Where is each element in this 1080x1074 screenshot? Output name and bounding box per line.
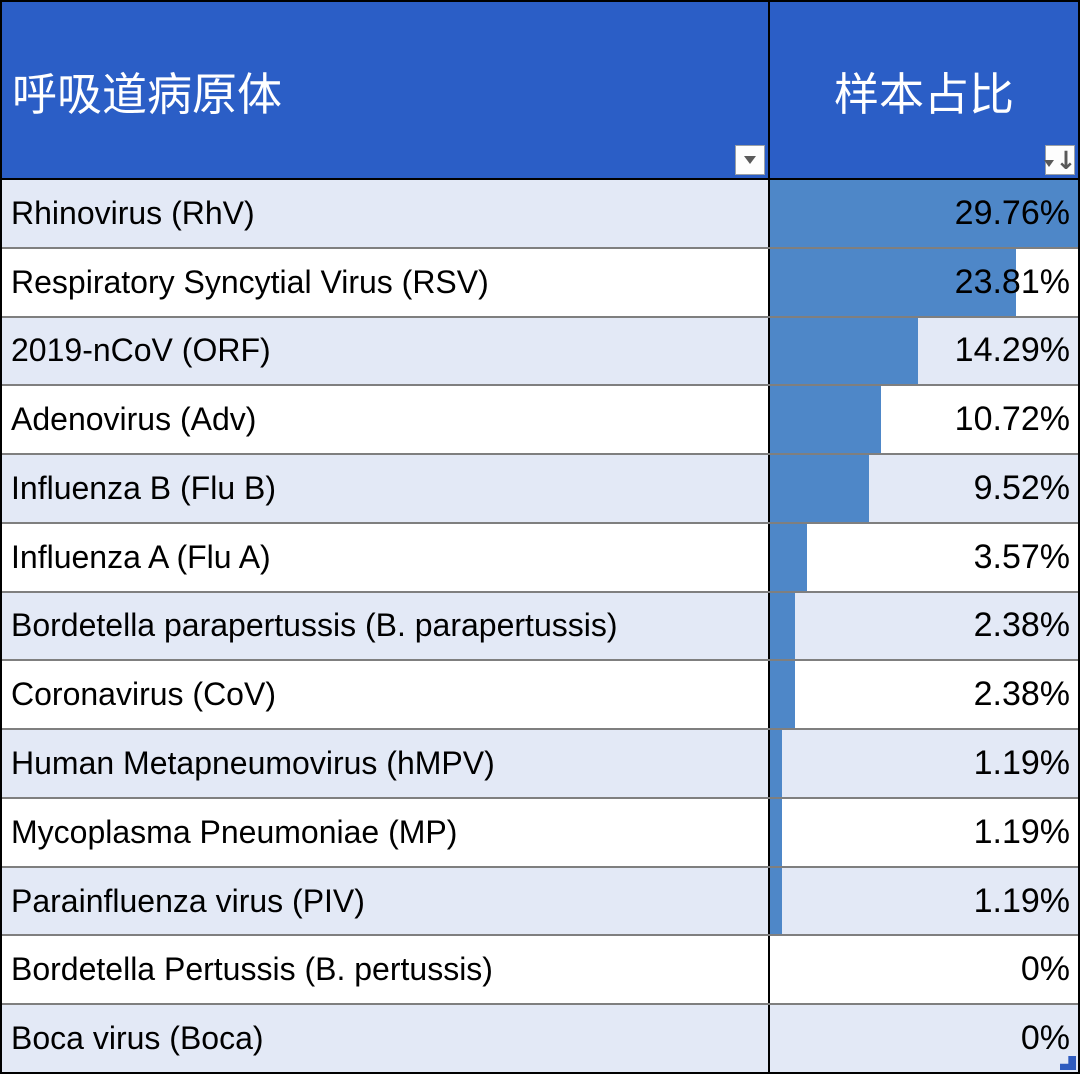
pathogen-label: Influenza B (Flu B) [11, 469, 276, 506]
share-cell[interactable]: 2.38% [768, 592, 1078, 660]
pathogen-cell[interactable]: Influenza A (Flu A) [2, 523, 768, 591]
share-databar [770, 455, 869, 522]
sort-descending-icon: ↓ [1055, 145, 1077, 175]
pathogen-cell[interactable]: Rhinovirus (RhV) [2, 180, 768, 247]
table-row: Parainfluenza virus (PIV) 1.19% [2, 865, 1078, 935]
share-cell[interactable]: 0% [768, 936, 1078, 1004]
share-value: 3.57% [973, 537, 1070, 576]
share-value: 1.19% [973, 881, 1070, 920]
share-databar [770, 523, 807, 591]
share-databar [770, 386, 881, 454]
share-cell[interactable]: 3.57% [768, 523, 1078, 591]
table-row: Mycoplasma Pneumoniae (MP) 1.19% [2, 796, 1078, 866]
table-row: Boca virus (Boca) 0% [2, 1003, 1078, 1072]
table-row: Bordetella Pertussis (B. pertussis) 0% [2, 934, 1078, 1004]
table-row: Influenza B (Flu B) 9.52% [2, 453, 1078, 522]
table-row: Rhinovirus (RhV) 29.76% [2, 180, 1078, 247]
pathogen-label: Human Metapneumovirus (hMPV) [11, 745, 495, 781]
share-databar [770, 248, 1017, 316]
pathogen-cell[interactable]: Human Metapneumovirus (hMPV) [2, 730, 768, 797]
pathogen-cell[interactable]: Respiratory Syncytial Virus (RSV) [2, 248, 768, 316]
share-databar [770, 798, 783, 866]
share-cell[interactable]: 1.19% [768, 730, 1078, 797]
share-value: 14.29% [954, 331, 1070, 370]
share-cell[interactable]: 1.19% [768, 867, 1078, 935]
table-row: Coronavirus (CoV) 2.38% [2, 659, 1078, 729]
share-value: 10.72% [954, 400, 1070, 439]
table-row: Adenovirus (Adv) 10.72% [2, 384, 1078, 454]
pathogen-label: Coronavirus (CoV) [11, 676, 276, 713]
share-value: 2.38% [973, 606, 1070, 645]
share-databar [770, 317, 918, 385]
share-databar [770, 180, 1078, 247]
pathogen-label: Bordetella Pertussis (B. pertussis) [11, 951, 493, 988]
pathogen-cell[interactable]: 2019-nCoV (ORF) [2, 317, 768, 385]
share-databar [770, 592, 795, 660]
share-value: 1.19% [973, 744, 1070, 782]
share-value: 2.38% [973, 675, 1070, 714]
pathogen-cell[interactable]: Boca virus (Boca) [2, 1005, 768, 1072]
pathogen-label: Bordetella parapertussis (B. parapertuss… [11, 607, 618, 644]
share-value: 0% [1020, 1019, 1070, 1058]
pathogen-cell[interactable]: Parainfluenza virus (PIV) [2, 867, 768, 935]
table-row: Human Metapneumovirus (hMPV) 1.19% [2, 728, 1078, 797]
pathogen-label: Influenza A (Flu A) [11, 538, 271, 575]
table-body: Rhinovirus (RhV) 29.76% Respiratory Sync… [2, 180, 1078, 1072]
share-cell[interactable]: 2.38% [768, 661, 1078, 729]
share-cell[interactable]: 29.76% [768, 180, 1078, 247]
table-row: Bordetella parapertussis (B. parapertuss… [2, 590, 1078, 660]
share-cell[interactable]: 10.72% [768, 386, 1078, 454]
table-row: Influenza A (Flu A) 3.57% [2, 521, 1078, 591]
share-databar [770, 730, 783, 797]
chevron-down-icon [1043, 160, 1054, 167]
pathogen-label: Parainfluenza virus (PIV) [11, 882, 365, 919]
header-cell-pathogen[interactable]: 呼吸道病原体 [2, 2, 768, 178]
pathogen-column-title: 呼吸道病原体 [12, 67, 283, 121]
table-header-row: 呼吸道病原体 样本占比 ↓ [2, 2, 1078, 180]
share-cell[interactable]: 9.52% [768, 455, 1078, 522]
pathogen-label: 2019-nCoV (ORF) [11, 332, 271, 369]
share-cell[interactable]: 1.19% [768, 798, 1078, 866]
share-value: 1.19% [973, 812, 1070, 851]
pathogen-label: Rhinovirus (RhV) [11, 194, 255, 231]
pathogen-cell[interactable]: Coronavirus (CoV) [2, 661, 768, 729]
chevron-down-icon [744, 156, 756, 164]
share-databar [770, 867, 783, 935]
share-cell[interactable]: 23.81% [768, 248, 1078, 316]
header-cell-share[interactable]: 样本占比 ↓ [768, 2, 1078, 178]
share-value: 23.81% [954, 262, 1070, 301]
share-cell[interactable]: 14.29% [768, 317, 1078, 385]
pathogen-label: Boca virus (Boca) [11, 1020, 264, 1057]
table-row: Respiratory Syncytial Virus (RSV) 23.81% [2, 246, 1078, 316]
share-filter-button[interactable]: ↓ [1043, 145, 1077, 175]
pathogen-cell[interactable]: Influenza B (Flu B) [2, 455, 768, 522]
share-value: 0% [1020, 950, 1070, 989]
share-value: 29.76% [954, 193, 1070, 232]
pathogen-label: Mycoplasma Pneumoniae (MP) [11, 813, 458, 850]
pathogen-cell[interactable]: Mycoplasma Pneumoniae (MP) [2, 798, 768, 866]
share-cell[interactable]: 0% [768, 1005, 1078, 1072]
share-databar [770, 661, 795, 729]
pathogen-filter-button[interactable] [735, 145, 765, 175]
pathogen-cell[interactable]: Adenovirus (Adv) [2, 386, 768, 454]
pathogen-label: Adenovirus (Adv) [11, 401, 257, 438]
pathogen-cell[interactable]: Bordetella parapertussis (B. parapertuss… [2, 592, 768, 660]
pathogen-label: Respiratory Syncytial Virus (RSV) [11, 263, 489, 300]
pathogen-cell[interactable]: Bordetella Pertussis (B. pertussis) [2, 936, 768, 1004]
share-value: 9.52% [973, 468, 1070, 507]
table-row: 2019-nCoV (ORF) 14.29% [2, 315, 1078, 385]
share-column-title: 样本占比 [833, 67, 1014, 121]
